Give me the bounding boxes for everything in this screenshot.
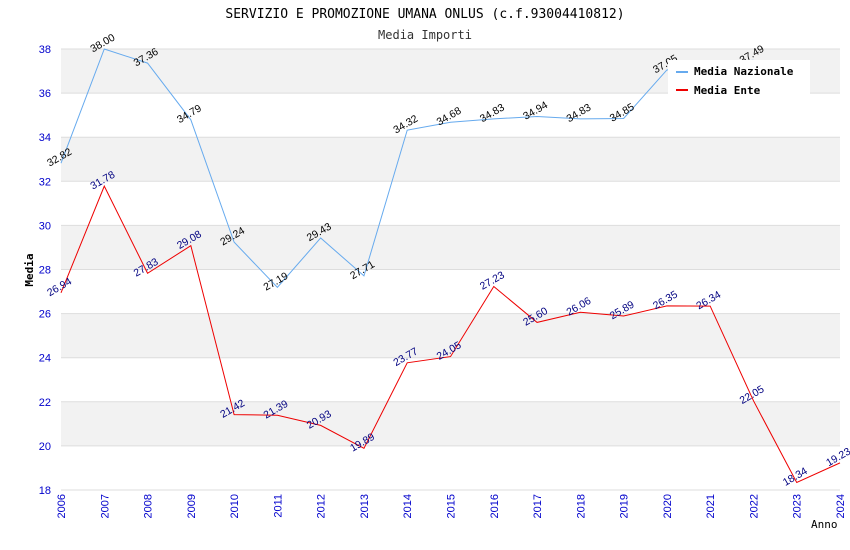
x-tick-label: 2014 [402,494,414,518]
plot-background-bands [61,49,840,490]
series-line-media-nazionale [60,48,754,289]
gridlines [61,48,840,491]
y-tick-label: 24 [39,353,51,365]
x-axis-label: Anno [811,518,838,531]
x-tick-label: 2012 [316,494,328,518]
background-band [61,357,840,402]
x-tick-label: 2020 [662,494,674,518]
series-lines [60,48,841,484]
y-tick-label: 30 [39,220,51,232]
y-tick-label: 22 [39,397,51,409]
legend-label-nazionale: Media Nazionale [694,65,794,78]
x-tick-label: 2009 [186,494,198,518]
y-tick-label: 26 [39,309,51,321]
y-tick-label: 38 [39,44,51,56]
legend-box [668,60,810,96]
background-band [61,181,840,226]
x-tick-label: 2018 [575,494,587,518]
x-tick-label: 2007 [99,494,111,518]
x-tick-label: 2016 [489,494,501,518]
x-tick-label: 2024 [835,494,847,518]
x-tick-label: 2006 [56,494,68,518]
x-tick-label: 2023 [792,494,804,518]
legend-label-ente: Media Ente [694,84,761,97]
y-tick-label: 18 [39,485,51,497]
background-band [61,269,840,314]
y-tick-label: 28 [39,265,51,277]
legend: Media Nazionale Media Ente [668,60,810,97]
chart-subtitle: Media Importi [378,28,472,42]
background-band [61,137,840,182]
chart-title: SERVIZIO E PROMOZIONE UMANA ONLUS (c.f.9… [225,7,624,22]
x-tick-label: 2008 [143,494,155,518]
y-tick-label: 36 [39,88,51,100]
background-band [61,93,840,138]
x-tick-label: 2011 [272,494,284,518]
background-band [61,401,840,446]
x-tick-label: 2022 [748,494,760,518]
y-tick-label: 20 [39,441,51,453]
background-band [61,313,840,358]
y-axis-label: Media [23,253,36,286]
y-tick-label: 32 [39,176,51,188]
series-line-media-ente [60,184,841,484]
x-axis-ticks: 2006 2007 2008 2009 2010 2011 2012 2013 2014 2015… [56,494,847,518]
y-axis-ticks: 18 20 22 24 26 28 30 32 34 36 38 [39,44,51,497]
x-tick-label: 2019 [619,494,631,518]
x-tick-label: 2021 [705,494,717,518]
x-tick-label: 2010 [229,494,241,518]
x-tick-label: 2015 [446,494,458,518]
x-tick-label: 2017 [532,494,544,518]
x-tick-label: 2013 [359,494,371,518]
background-band [61,445,840,490]
y-tick-label: 34 [39,132,51,144]
